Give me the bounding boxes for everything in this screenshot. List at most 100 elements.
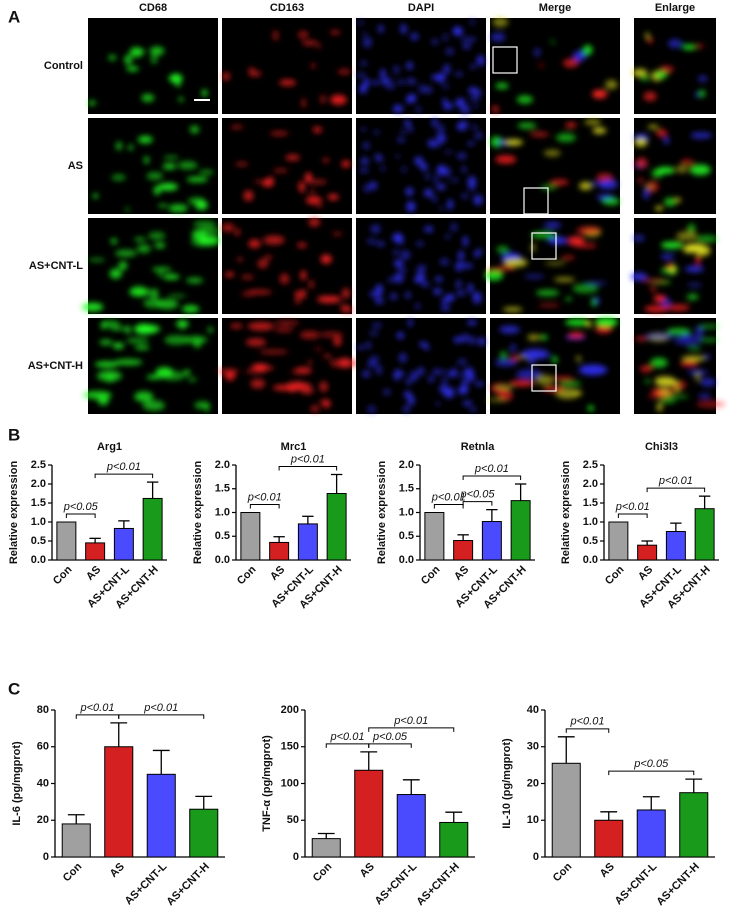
x-tick-label: AS [268,564,287,583]
stain [694,245,711,256]
micrograph [356,18,486,114]
bar [269,541,290,561]
stain [252,70,262,77]
micrograph-bg [222,18,352,114]
stain [654,379,680,387]
y-tick-label: 2.5 [583,459,598,471]
image-texture [221,217,353,313]
stain [318,399,330,405]
stain [150,53,158,65]
stain [230,125,244,130]
x-tick-label: Con [61,860,85,884]
stain [533,48,541,57]
stain [647,37,653,44]
stain [441,84,450,89]
stain [393,273,404,283]
stain [467,141,475,146]
stain [406,378,412,385]
stain [408,319,413,327]
stain [407,395,415,406]
stain [382,389,391,395]
stain [374,153,382,159]
y-tick-label: 20 [527,777,539,789]
stain [486,398,508,402]
stain [380,167,385,171]
stain [553,277,575,282]
y-tick-label: 200 [281,704,299,716]
stain [294,291,303,296]
stain [168,204,188,213]
stain [509,380,536,387]
stain [415,241,425,247]
stain [197,235,221,246]
stain [367,405,376,414]
stain [322,353,332,359]
stain [308,217,321,227]
stain [189,125,200,134]
x-tick-label: AS [108,861,127,880]
stain [134,391,154,402]
y-tick-label: 100 [281,777,299,789]
x-tick-label: AS+CNT-L [613,860,660,907]
y-tick-label: 0.5 [583,535,598,547]
stain [362,141,370,150]
stain [401,165,407,173]
stain [253,179,266,183]
significance-label: p<0.01 [474,463,509,475]
stain [155,367,174,378]
image-texture [490,118,621,206]
stain [154,242,166,249]
bar [297,523,318,561]
significance-bracket [75,714,120,719]
stain [653,294,666,303]
micrograph-bg [490,18,620,114]
stain [435,402,440,406]
stain [437,123,445,135]
stain [222,71,230,81]
y-tick-label: 0.0 [31,554,46,566]
stain [449,226,458,232]
stain [458,251,464,260]
significance-bracket [617,513,648,518]
stain [195,200,208,211]
stain [443,33,448,42]
stain [308,279,314,290]
stain [697,75,708,82]
column-header: Merge [539,2,571,14]
stain [647,125,659,129]
stain [248,239,261,248]
stain [469,407,477,412]
stain [639,74,650,82]
stain [83,390,112,400]
stain [417,367,425,376]
column-header: CD163 [270,2,304,14]
stain [395,374,401,381]
stain [305,172,312,183]
stain [158,204,168,208]
significance-bracket [65,513,96,518]
stain [327,194,339,200]
stain [495,82,509,90]
stain [234,228,240,236]
stain [698,393,711,399]
stain [181,305,200,313]
stain [695,254,701,265]
stain [320,254,332,264]
stain [499,351,507,359]
stain [690,132,713,139]
stain [695,326,704,338]
stain [694,92,700,98]
y-axis-label: Relative expression [560,461,572,565]
stain [460,36,469,41]
stain [124,325,132,334]
stain [144,156,149,164]
stain [337,69,351,75]
x-tick-label: AS [452,564,471,583]
stain [365,342,372,349]
stain [258,349,289,355]
stain [164,335,189,345]
stain [687,283,703,287]
stain [186,176,209,183]
stain [106,373,115,383]
stain [584,118,602,126]
